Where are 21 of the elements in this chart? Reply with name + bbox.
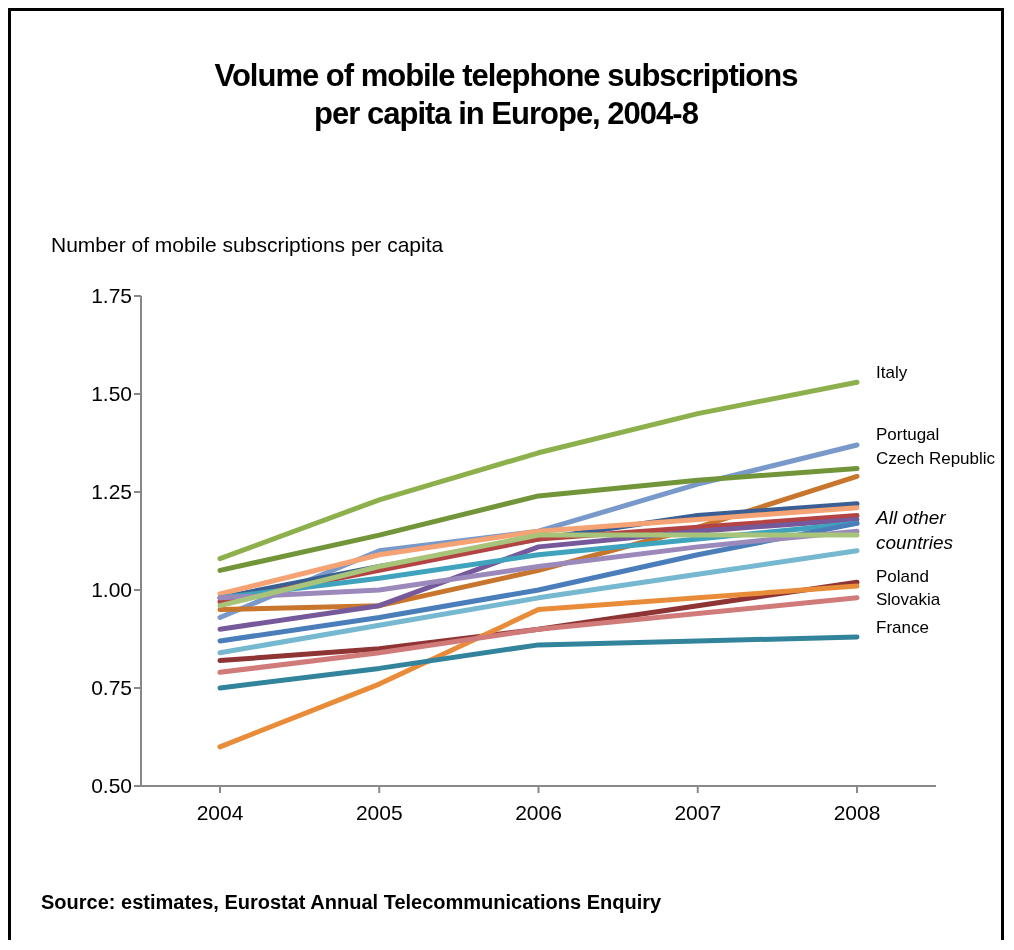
source-note: Source: estimates, Eurostat Annual Telecommunications Enquiry	[41, 891, 662, 914]
series-label: Italy	[876, 362, 908, 382]
x-tick-label: 2004	[196, 800, 244, 824]
y-tick-label: 0.75	[91, 676, 132, 700]
y-tick-label: 1.75	[91, 284, 132, 308]
y-tick-label: 1.00	[91, 578, 132, 602]
series-label: Portugal	[876, 425, 940, 445]
y-tick-label: 1.25	[91, 480, 132, 504]
x-tick-label: 2008	[833, 800, 881, 824]
chart-title: Volume of mobile telephone subscriptions per capita in Europe, 2004-8	[213, 57, 799, 133]
y-tick-label: 0.50	[91, 774, 132, 798]
series-label: Czech Republic	[876, 448, 996, 468]
x-tick-label: 2005	[355, 800, 403, 824]
x-tick-label: 2007	[674, 800, 722, 824]
y-axis-title: Number of mobile subscriptions per capita	[51, 233, 444, 257]
series-label: Slovakia	[876, 589, 941, 609]
y-tick-label: 1.50	[91, 382, 132, 406]
series-label: France	[876, 617, 929, 637]
x-tick-label: 2006	[515, 800, 562, 824]
annotation: All other countries	[876, 506, 955, 556]
series-label: Poland	[876, 566, 929, 586]
